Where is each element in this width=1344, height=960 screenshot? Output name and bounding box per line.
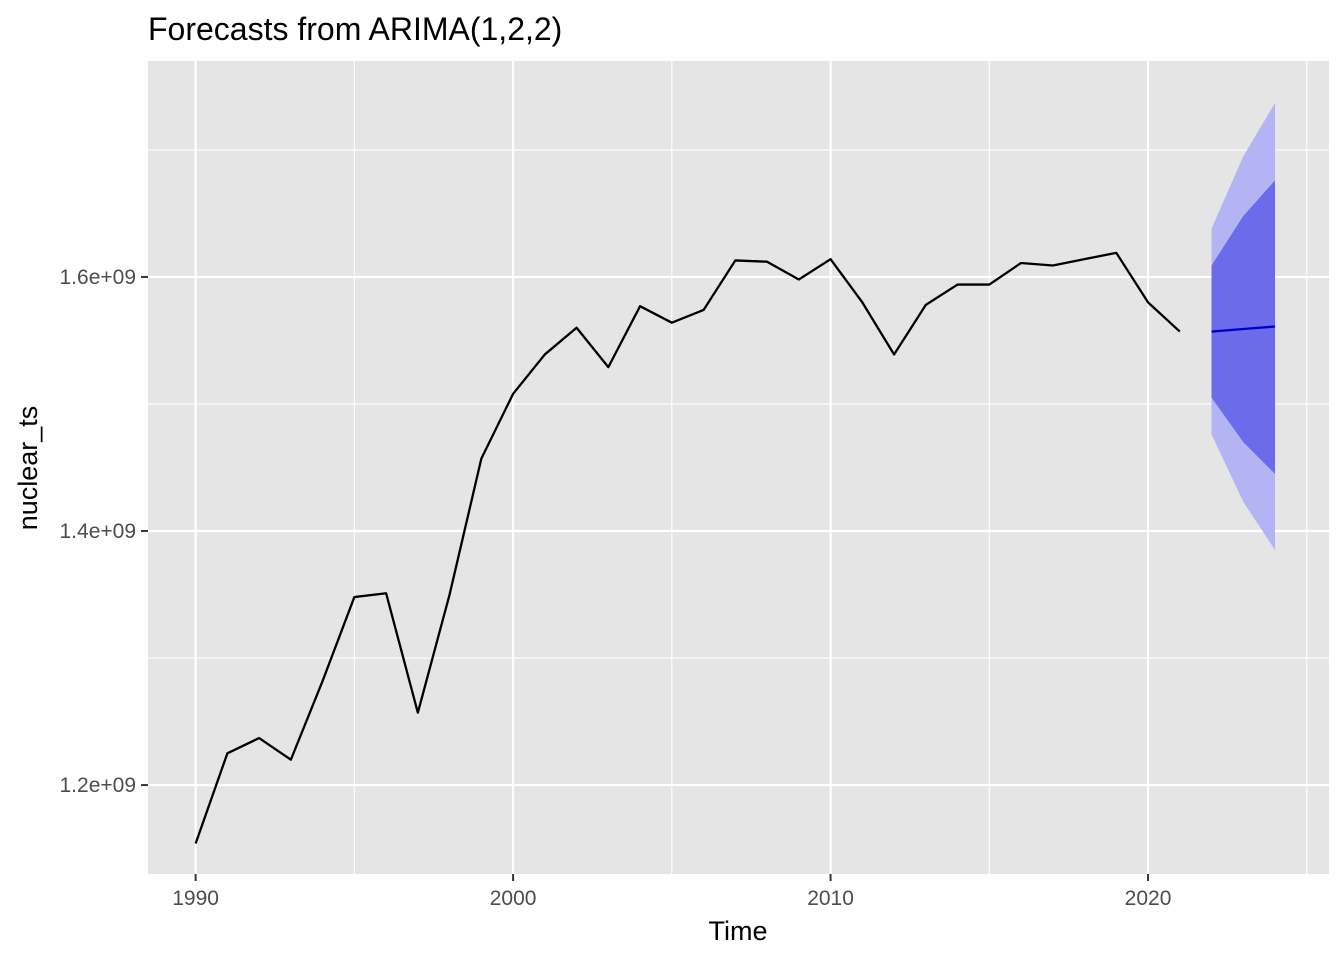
series-lines <box>194 251 1276 844</box>
forecast-intervals <box>1211 102 1276 551</box>
forecast-line <box>1211 325 1276 333</box>
x-axis-title: Time <box>709 916 768 946</box>
x-tick-label: 2010 <box>807 887 854 910</box>
x-tick-label: 1990 <box>172 887 219 910</box>
observed-line <box>194 251 1181 844</box>
y-tick-label: 1.2e+09 <box>60 774 137 797</box>
interval-band-80-pct <box>1211 180 1276 474</box>
plot-panel <box>148 61 1329 874</box>
y-axis-title: nuclear_ts <box>13 406 43 531</box>
x-tick-label: 2020 <box>1125 887 1172 910</box>
chart-title: Forecasts from ARIMA(1,2,2) <box>148 11 562 47</box>
panel-background <box>148 61 1329 874</box>
y-tick-label: 1.4e+09 <box>60 520 137 543</box>
y-tick-label: 1.6e+09 <box>60 266 137 289</box>
x-tick-label: 2000 <box>490 887 537 910</box>
axes: 1990 2000 2010 2020 1.2e+09 1.4e+09 1.6e+09 <box>60 266 1172 910</box>
